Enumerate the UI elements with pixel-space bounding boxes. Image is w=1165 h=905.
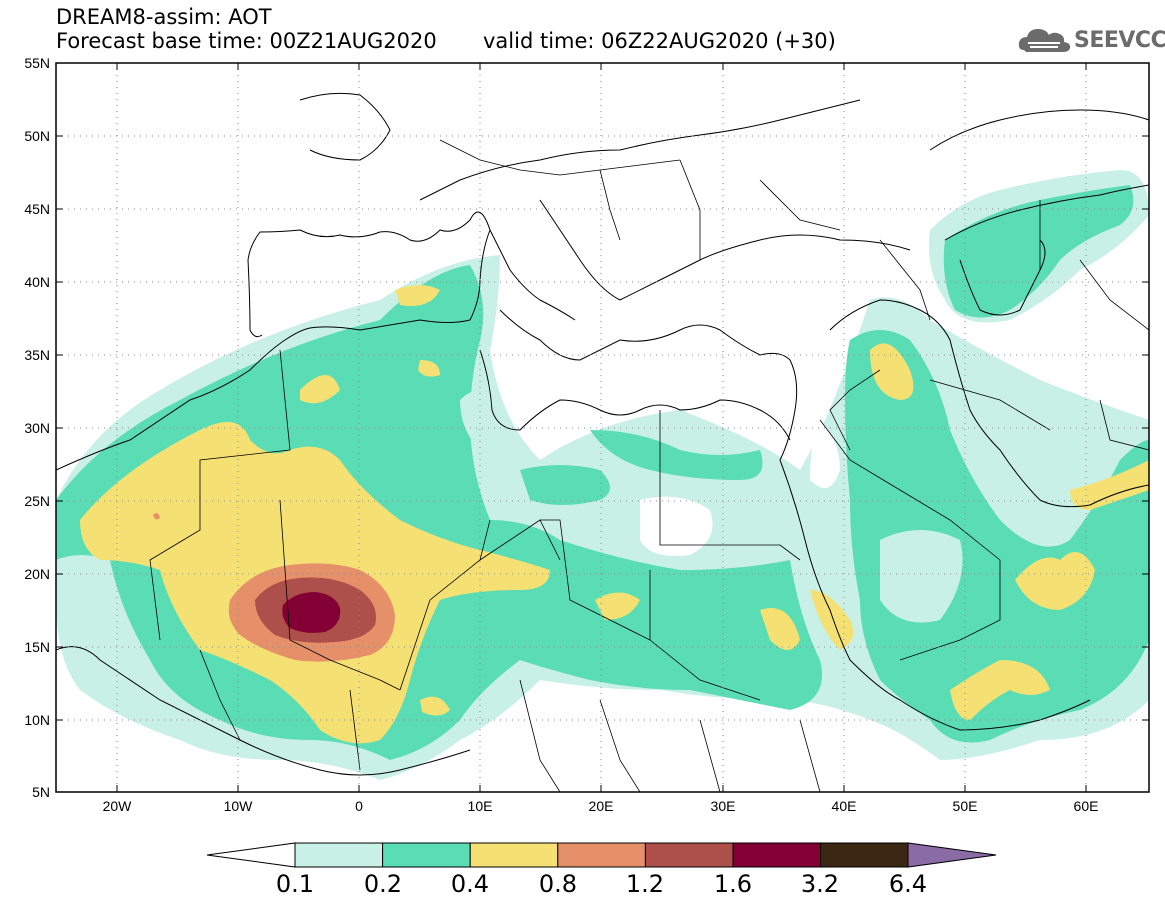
lat-label: 25N (24, 493, 50, 509)
cloud-logo-icon (1018, 29, 1071, 52)
seevccc-logo: SEEVCCC (1016, 22, 1165, 58)
lon-label: 10E (467, 798, 493, 814)
graticule (56, 63, 1149, 792)
lon-label: 40E (831, 798, 857, 814)
lon-label: 60E (1073, 798, 1099, 814)
aot-level-0.1-inner (460, 390, 963, 623)
lat-label: 35N (24, 347, 50, 363)
forecast-base-time: Forecast base time: 00Z21AUG2020 (56, 29, 437, 53)
lon-label: 0 (355, 798, 363, 814)
lon-label: 10W (223, 798, 253, 814)
lat-label: 45N (24, 201, 50, 217)
colorbar-label: 0.1 (275, 870, 315, 898)
map-title: DREAM8-assim: AOT (56, 5, 272, 29)
lat-label: 55N (24, 55, 50, 71)
colorbar-label: 0.2 (363, 870, 403, 898)
lon-label: 50E (952, 798, 978, 814)
coastlines (56, 92, 1149, 776)
clear-areas (640, 336, 860, 556)
lat-label: 50N (24, 128, 50, 144)
colorbar-label: 1.2 (625, 870, 665, 898)
lon-label: 20E (588, 798, 614, 814)
logo-text: SEEVCCC (1074, 28, 1165, 53)
colorbar-label: 3.2 (800, 870, 840, 898)
aot-level-1.6 (282, 592, 341, 633)
lat-label: 15N (24, 639, 50, 655)
country-borders (149, 139, 1149, 792)
lon-label: 20W (102, 798, 132, 814)
colorbar-label: 0.8 (538, 870, 578, 898)
lat-label: 20N (24, 566, 50, 582)
colorbar-label: 1.6 (713, 870, 753, 898)
axis-ticks (56, 63, 1149, 792)
colorbar-label: 6.4 (888, 870, 928, 898)
lat-label: 40N (24, 274, 50, 290)
colorbar-label: 0.4 (450, 870, 490, 898)
valid-time: valid time: 06Z22AUG2020 (+30) (483, 29, 836, 53)
lat-label: 30N (24, 420, 50, 436)
lon-label: 30E (710, 798, 736, 814)
lat-label: 10N (24, 712, 50, 728)
lat-label: 5N (32, 784, 50, 800)
